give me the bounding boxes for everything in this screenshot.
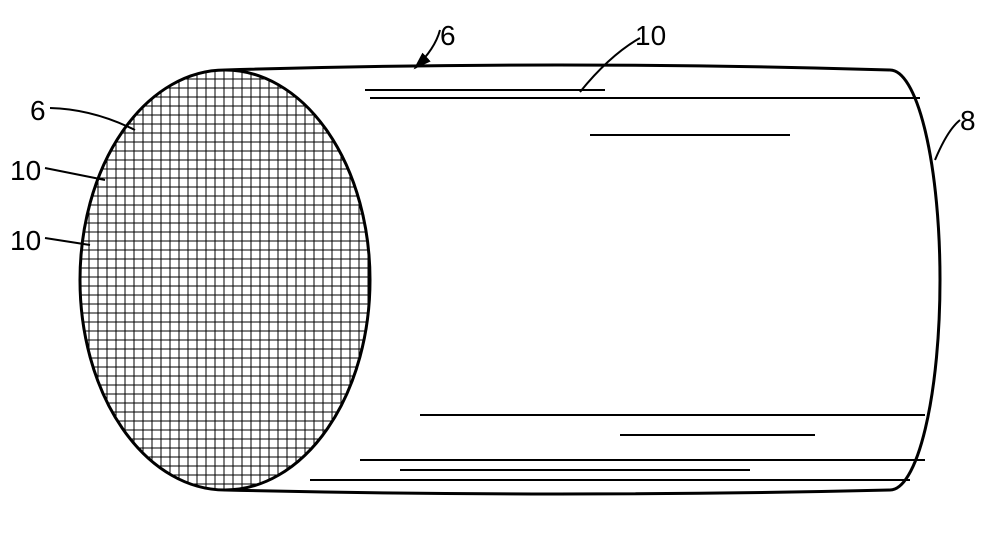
front-face-grid	[80, 70, 370, 490]
surface-texture-lines	[310, 90, 925, 480]
label-2: 6	[440, 20, 456, 52]
label-10a: 10	[10, 155, 41, 187]
label-4: 10	[635, 20, 666, 52]
label-10b: 10	[10, 225, 41, 257]
cylinder-diagram	[0, 0, 1000, 538]
label-8: 8	[960, 105, 976, 137]
diagram-container: 6 10 6 8 10 10	[0, 0, 1000, 538]
label-6: 6	[30, 95, 46, 127]
